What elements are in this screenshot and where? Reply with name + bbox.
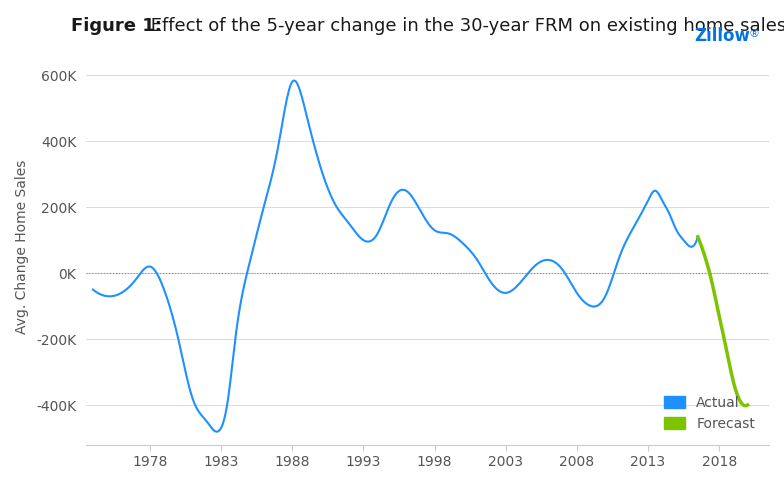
Text: Figure 1:: Figure 1: xyxy=(71,17,162,35)
Text: Zillow: Zillow xyxy=(694,27,750,45)
Text: Effect of the 5-year change in the 30-year FRM on existing home sales: Effect of the 5-year change in the 30-ye… xyxy=(145,17,784,35)
Y-axis label: Avg. Change Home Sales: Avg. Change Home Sales xyxy=(15,160,29,334)
Text: ®: ® xyxy=(749,29,760,39)
Text: Z: Z xyxy=(664,27,678,46)
Legend: Actual, Forecast: Actual, Forecast xyxy=(657,389,762,438)
